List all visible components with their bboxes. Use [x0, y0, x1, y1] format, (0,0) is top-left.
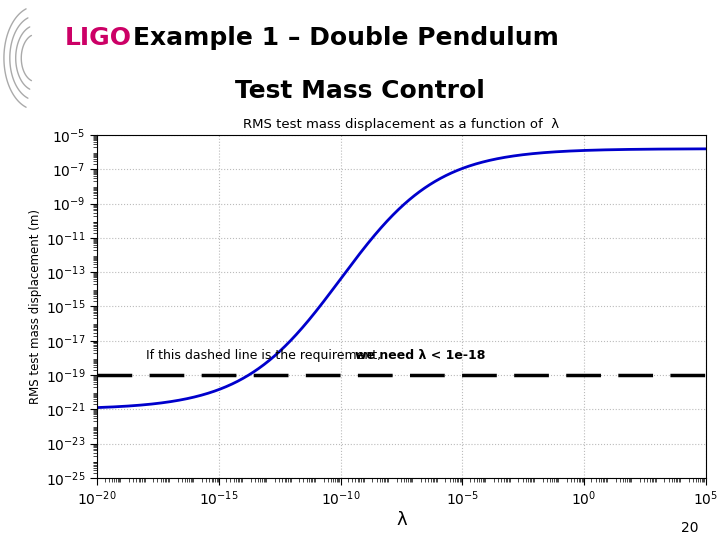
- Text: Test Mass Control: Test Mass Control: [235, 79, 485, 103]
- Y-axis label: RMS test mass displacement (m): RMS test mass displacement (m): [29, 209, 42, 404]
- Title: RMS test mass displacement as a function of  λ: RMS test mass displacement as a function…: [243, 118, 559, 131]
- X-axis label: λ: λ: [396, 511, 407, 529]
- Text: 20: 20: [681, 521, 698, 535]
- Text: If this dashed line is the requirement,: If this dashed line is the requirement,: [146, 349, 385, 362]
- Text: Example 1 – Double Pendulum: Example 1 – Double Pendulum: [133, 25, 559, 50]
- Text: LIGO: LIGO: [65, 25, 132, 50]
- Text: we need λ < 1e-18: we need λ < 1e-18: [355, 349, 485, 362]
